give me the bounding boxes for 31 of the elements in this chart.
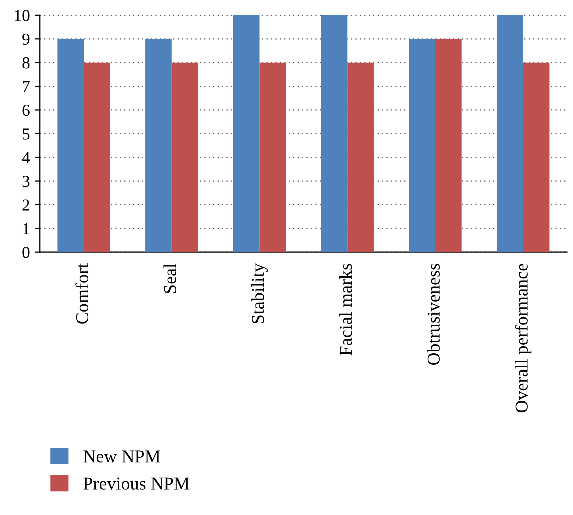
y-tick-label: 0 [22, 247, 30, 258]
x-tick-label: Facial marks [339, 264, 352, 356]
y-tick-label: 7 [23, 81, 30, 92]
x-tick-label: Comfort [76, 264, 89, 324]
y-tick-label: 9 [22, 34, 30, 46]
y-tick-label: 3 [22, 176, 30, 188]
y-tick-label: 2 [22, 200, 30, 211]
y-tick-label: 1 [24, 223, 30, 234]
bar [348, 62, 374, 252]
bar [84, 62, 110, 252]
bar [233, 15, 260, 252]
bar [321, 15, 348, 252]
y-tick-label: 4 [22, 152, 30, 164]
x-tick-label: Overall performance [515, 264, 532, 413]
bar [172, 62, 198, 252]
bar [523, 62, 550, 252]
y-tick-label: 6 [22, 104, 30, 116]
bar [496, 15, 524, 252]
x-tick-label: Stability [252, 264, 268, 324]
bar [260, 62, 286, 252]
legend-label: New NPM [84, 450, 160, 463]
bar [409, 39, 436, 252]
bar [435, 39, 462, 252]
bar [146, 39, 172, 252]
legend-label: Previous NPM [84, 478, 190, 490]
y-tick-label: 5 [23, 128, 30, 140]
y-tick-label: 10 [15, 10, 30, 22]
bar [58, 39, 84, 252]
x-tick-label: Obtrusiveness [427, 264, 440, 366]
x-tick-label: Seal [164, 264, 176, 294]
y-tick-label: 8 [22, 58, 30, 69]
